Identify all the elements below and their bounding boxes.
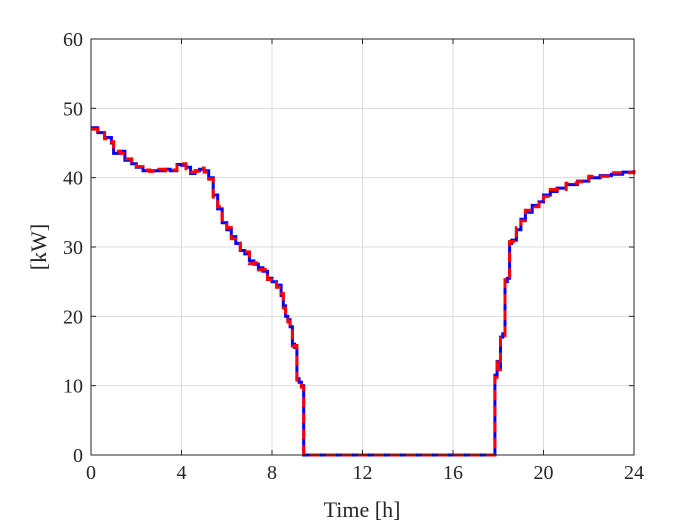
x-tick-label: 16 [443,462,463,484]
y-tick-label: 20 [63,306,83,328]
y-tick-label: 50 [63,98,83,120]
grid [91,39,634,455]
y-tick-label: 30 [63,237,83,259]
y-ticks: 0 10 20 30 40 50 60 [63,29,634,467]
series-lines [91,126,636,457]
x-axis-label: Time [h] [324,497,401,522]
y-tick-label: 0 [73,445,83,467]
x-tick-label: 8 [267,462,277,484]
x-tick-label: 0 [86,462,96,484]
x-tick-label: 4 [177,462,187,484]
x-tick-label: 24 [624,462,644,484]
series-line-2 [91,127,636,457]
x-tick-label: 12 [353,462,373,484]
y-tick-label: 10 [63,376,83,398]
y-axis-label: [kW] [26,224,51,270]
y-tick-label: 40 [63,168,83,190]
x-ticks: 0 4 8 12 16 20 24 [86,39,644,484]
x-tick-label: 20 [534,462,554,484]
y-tick-label: 60 [63,29,83,51]
